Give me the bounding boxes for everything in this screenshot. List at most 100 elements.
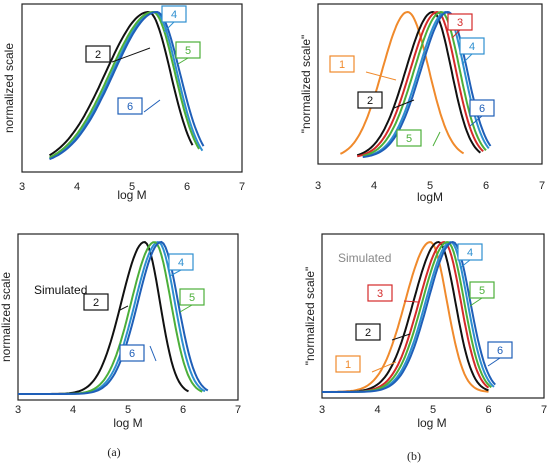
leader-line-5 xyxy=(177,57,189,65)
x-tick-labels: 3 4 5 6 7 xyxy=(315,180,545,192)
simulated-note: Simulated xyxy=(34,283,87,297)
series-label-2: 2 xyxy=(365,327,371,339)
chart-b-bottom: 3 4 5 6 7 log M "normalized scale" Simulated… xyxy=(303,233,547,430)
series-line-5 xyxy=(49,10,200,159)
series-label-box-6 xyxy=(487,341,513,359)
x-tick-labels: 3 4 5 6 7 xyxy=(319,404,547,416)
series-label-3: 3 xyxy=(377,288,383,300)
series-label-box-4 xyxy=(457,243,483,261)
series-line-6 xyxy=(49,10,205,161)
series-label-box-3 xyxy=(367,284,393,302)
leader-line-1 xyxy=(365,71,397,81)
series-labels: 2 4 5 6 xyxy=(83,253,205,362)
series-label-1: 1 xyxy=(339,59,345,71)
leader-line-6 xyxy=(149,345,157,362)
leader-line-6 xyxy=(469,115,483,127)
series-labels: 2 4 5 6 xyxy=(85,5,201,115)
series-label-box-1 xyxy=(329,55,355,73)
x-tick-7: 7 xyxy=(239,181,245,193)
leader-line-4 xyxy=(461,53,473,65)
leader-line-2 xyxy=(119,305,129,311)
series-label-2: 2 xyxy=(367,95,373,107)
caption-b: (b) xyxy=(407,449,421,463)
series-label-box-5 xyxy=(396,129,422,147)
series-layer xyxy=(322,240,496,393)
x-tick-5: 5 xyxy=(427,180,433,192)
series-label-box-4 xyxy=(168,253,194,271)
series-label-1: 1 xyxy=(345,359,351,371)
series-line-2 xyxy=(48,10,194,157)
plot-frame xyxy=(21,3,243,173)
series-label-5: 5 xyxy=(406,133,412,145)
series-line-6 xyxy=(322,240,496,393)
x-tick-6: 6 xyxy=(180,404,186,416)
plot-frame xyxy=(317,3,543,165)
chart-a-top: 3 4 5 6 7 log M normalized scale 2 4 5 6 xyxy=(2,3,245,202)
y-axis-label: normalized scale xyxy=(0,272,13,362)
x-tick-5: 5 xyxy=(129,181,135,193)
series-label-2: 2 xyxy=(93,297,99,309)
x-tick-4: 4 xyxy=(371,180,377,192)
series-label-box-4 xyxy=(459,37,485,55)
leader-line-2 xyxy=(393,99,415,109)
series-label-6: 6 xyxy=(479,103,485,115)
leader-line-5 xyxy=(432,131,441,147)
y-axis-label: normalized scale xyxy=(2,43,16,133)
leader-line-4 xyxy=(169,269,182,277)
x-tick-7: 7 xyxy=(541,404,547,416)
series-label-4: 4 xyxy=(469,41,475,53)
series-label-5: 5 xyxy=(479,285,485,297)
series-label-box-6 xyxy=(117,97,143,115)
x-tick-4: 4 xyxy=(70,404,76,416)
series-line-6 xyxy=(18,240,209,395)
x-tick-6: 6 xyxy=(184,181,190,193)
series-label-box-3 xyxy=(447,13,473,31)
series-label-4: 4 xyxy=(467,247,473,259)
x-axis-label: log M xyxy=(117,188,146,202)
series-label-5: 5 xyxy=(185,45,191,57)
series-label-4: 4 xyxy=(178,257,184,269)
series-label-4: 4 xyxy=(171,9,177,21)
x-tick-3: 3 xyxy=(319,404,325,416)
series-layer xyxy=(48,10,205,161)
series-line-4 xyxy=(49,10,204,160)
leader-line-2 xyxy=(111,47,151,63)
leader-line-4 xyxy=(459,259,471,269)
series-label-3: 3 xyxy=(457,17,463,29)
x-tick-4: 4 xyxy=(374,404,380,416)
x-tick-3: 3 xyxy=(15,404,21,416)
leader-line-5 xyxy=(179,304,193,313)
x-axis-label: log M xyxy=(417,416,446,430)
leader-line-5 xyxy=(469,297,483,307)
series-label-box-5 xyxy=(469,281,495,299)
x-tick-6: 6 xyxy=(485,404,491,416)
series-labels: 1 2 34 5 6 xyxy=(329,13,495,147)
x-tick-labels: 3 4 5 6 7 xyxy=(19,181,245,193)
series-label-6: 6 xyxy=(497,345,503,357)
caption-a: (a) xyxy=(107,445,120,459)
x-tick-6: 6 xyxy=(483,180,489,192)
series-label-6: 6 xyxy=(127,101,133,113)
series-layer xyxy=(18,240,209,395)
series-label-box-1 xyxy=(335,355,361,373)
x-tick-3: 3 xyxy=(19,181,25,193)
series-label-2: 2 xyxy=(95,49,101,61)
leader-line-3 xyxy=(403,300,419,303)
x-tick-7: 7 xyxy=(235,404,241,416)
series-label-box-2 xyxy=(357,91,383,109)
x-axis-label: log M xyxy=(113,416,142,430)
x-tick-5: 5 xyxy=(125,404,131,416)
chart-a-bottom: 3 4 5 6 7 log M normalized scale Simulated 2… xyxy=(0,233,241,430)
x-tick-7: 7 xyxy=(539,180,545,192)
series-labels: 1 2 3 4 5 6 xyxy=(335,243,513,373)
series-line-4 xyxy=(362,10,490,158)
series-line-1 xyxy=(340,10,465,155)
x-tick-5: 5 xyxy=(430,404,436,416)
plot-frame xyxy=(321,233,545,399)
series-line-2 xyxy=(356,10,482,157)
series-label-box-6 xyxy=(119,344,145,362)
y-axis-label: "normalized scale" xyxy=(303,267,317,366)
series-label-box-5 xyxy=(179,288,205,306)
